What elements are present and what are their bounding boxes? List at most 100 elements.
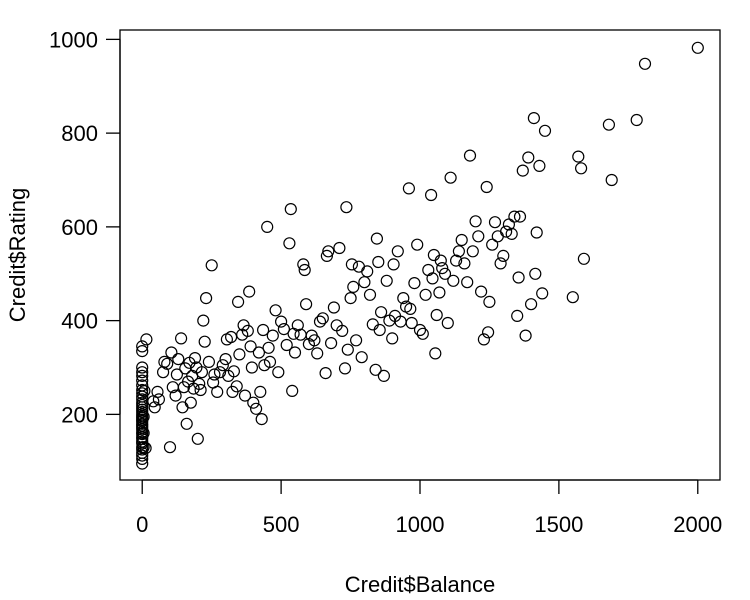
y-axis-title: Credit$Rating	[5, 188, 30, 323]
data-point	[338, 362, 352, 375]
data-point	[372, 255, 385, 269]
data-point	[572, 150, 585, 163]
x-tick-label: 0	[136, 512, 148, 537]
data-point	[272, 366, 285, 379]
data-point	[219, 353, 232, 366]
data-point	[241, 324, 254, 337]
data-point	[497, 249, 510, 262]
data-point	[486, 238, 499, 251]
data-point	[482, 326, 495, 339]
data-point	[494, 257, 507, 270]
data-point	[387, 258, 400, 271]
data-point	[361, 265, 374, 278]
data-point	[638, 57, 652, 70]
data-point	[280, 338, 293, 352]
data-point	[161, 357, 174, 370]
data-point	[444, 171, 457, 184]
data-point	[519, 329, 532, 342]
data-point	[252, 346, 265, 359]
data-point	[344, 292, 357, 305]
data-point	[447, 274, 460, 287]
data-point	[404, 302, 417, 315]
data-point	[250, 402, 263, 415]
data-point	[284, 203, 297, 216]
data-point	[450, 254, 463, 267]
data-point	[216, 359, 229, 372]
data-point	[225, 330, 238, 344]
data-point	[172, 353, 185, 366]
data-point	[136, 452, 149, 465]
data-point	[500, 225, 513, 238]
data-point	[566, 291, 579, 304]
data-point	[369, 363, 382, 376]
data-point	[148, 401, 161, 414]
data-point	[266, 329, 279, 342]
data-point	[363, 288, 377, 301]
data-point	[350, 334, 363, 347]
data-point	[336, 324, 349, 337]
data-point	[257, 323, 270, 337]
data-point	[300, 298, 313, 311]
data-point	[516, 164, 529, 177]
data-point	[358, 276, 371, 289]
data-point	[238, 389, 252, 402]
data-point	[291, 319, 304, 332]
data-point	[230, 380, 243, 393]
data-point	[577, 252, 591, 265]
data-point	[419, 288, 432, 301]
data-point	[530, 226, 543, 239]
data-point	[366, 318, 379, 331]
y-tick-label: 400	[61, 309, 98, 334]
data-point	[254, 385, 267, 398]
data-point	[220, 333, 233, 346]
data-point	[427, 248, 440, 262]
data-point	[386, 332, 399, 345]
data-point	[262, 341, 275, 354]
data-point	[630, 113, 643, 127]
data-point	[529, 267, 542, 280]
data-point	[269, 304, 282, 317]
data-point	[426, 272, 439, 285]
data-point	[511, 309, 524, 322]
y-tick-label: 600	[61, 215, 98, 240]
data-point	[243, 285, 256, 298]
data-point	[261, 220, 274, 233]
data-point	[233, 348, 246, 361]
data-point	[184, 396, 197, 409]
data-point	[200, 292, 213, 305]
data-point	[469, 215, 482, 228]
data-point	[320, 249, 333, 262]
x-axis-title: Credit$Balance	[345, 572, 495, 597]
data-point	[602, 118, 616, 131]
data-point	[477, 333, 490, 346]
data-point	[574, 162, 588, 175]
data-point	[136, 449, 149, 462]
data-point	[158, 355, 171, 368]
y-axis: 200 400 600 800 1000	[49, 27, 121, 427]
data-point	[408, 277, 421, 290]
data-point	[512, 271, 525, 284]
data-point	[247, 396, 260, 409]
data-point	[433, 286, 446, 299]
data-point	[205, 259, 218, 272]
data-point	[136, 379, 149, 392]
data-point	[137, 427, 150, 440]
data-point	[341, 343, 354, 356]
data-point	[452, 245, 465, 258]
data-point	[491, 230, 504, 243]
data-point	[522, 151, 535, 164]
data-point	[425, 188, 438, 202]
data-point	[157, 366, 170, 379]
data-point	[352, 260, 365, 273]
x-tick-label: 2000	[673, 512, 722, 537]
data-point	[232, 295, 245, 308]
data-point	[508, 210, 521, 223]
data-point	[213, 366, 227, 379]
data-point	[429, 347, 442, 360]
data-point	[195, 366, 208, 379]
data-point	[402, 182, 415, 195]
data-point	[347, 280, 360, 293]
data-point	[211, 385, 224, 398]
data-point	[245, 361, 258, 374]
data-point	[327, 301, 340, 314]
